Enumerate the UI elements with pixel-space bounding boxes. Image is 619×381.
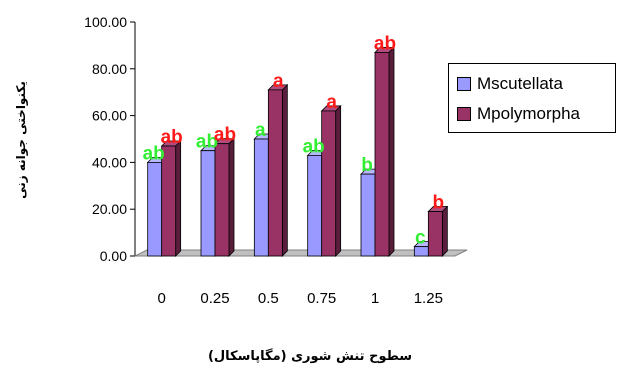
- bar-front-face: [307, 154, 323, 257]
- legend: Mscutellata Mpolymorpha: [448, 63, 616, 133]
- bar-front-face: [374, 52, 390, 257]
- bar-mpolymorpha-0.75: [320, 104, 342, 257]
- significance-label-mpolymorpha: ab: [374, 33, 396, 54]
- bar-front-face: [267, 89, 283, 257]
- bar-front-face: [161, 145, 177, 257]
- bar-side-face: [175, 140, 182, 257]
- bar-mpolymorpha-0: [160, 140, 182, 257]
- significance-label-mscutellata: a: [255, 120, 266, 141]
- x-tick-label: 0.75: [307, 290, 336, 307]
- bar-front-face: [360, 173, 376, 257]
- bar-side-face: [388, 46, 395, 257]
- y-tick-label: 80.00: [92, 61, 127, 77]
- bar-front-face: [200, 150, 216, 257]
- significance-label-mscutellata: ab: [143, 143, 165, 164]
- bar-front-face: [321, 110, 337, 257]
- bar-front-face: [147, 161, 163, 257]
- bar-front-face: [214, 143, 230, 257]
- x-tick-label: 0: [157, 290, 165, 307]
- y-tick-label: 100.00: [84, 14, 127, 30]
- significance-label-mscutellata: b: [361, 155, 373, 176]
- legend-item-mpolymorpha: Mpolymorpha: [457, 104, 580, 124]
- y-tick-label: 20.00: [92, 201, 127, 217]
- bar-mpolymorpha-0.5: [267, 83, 289, 257]
- significance-label-mpolymorpha: a: [326, 92, 337, 113]
- significance-label-mscutellata: c: [415, 228, 426, 249]
- x-tick-label: 1: [371, 290, 379, 307]
- bars: [146, 46, 449, 257]
- legend-swatch-mscutellata: [457, 77, 471, 91]
- bar-front-face: [253, 138, 269, 257]
- x-tick-label: 0.25: [200, 290, 229, 307]
- tick-labels: 0.00 20.00 40.00 60.00 80.00 100.00 0 0.25 0.5 0.…: [84, 14, 443, 307]
- y-tick-label: 60.00: [92, 108, 127, 124]
- significance-label-mpolymorpha: ab: [214, 125, 236, 146]
- significance-label-mscutellata: ab: [303, 136, 325, 157]
- bar-side-face: [281, 83, 288, 257]
- x-axis-label: سطوح تنش شوری (مگاپاسکال): [207, 349, 413, 364]
- bar-side-face: [441, 205, 448, 257]
- y-tick-label: 0.00: [100, 248, 127, 264]
- y-axis-label: یکنواختی جوانه زنی: [14, 81, 28, 199]
- bar-mpolymorpha-1: [374, 46, 395, 257]
- x-tick-label: 1.25: [414, 290, 443, 307]
- significance-label-mpolymorpha: ab: [161, 127, 183, 148]
- significance-label-mpolymorpha: a: [273, 71, 284, 92]
- x-tick-label: 0.5: [258, 290, 279, 307]
- legend-label-mscutellata: Mscutellata: [477, 74, 563, 93]
- bar-front-face: [427, 211, 443, 257]
- y-tick-label: 40.00: [92, 154, 127, 170]
- significance-label-mpolymorpha: b: [433, 193, 445, 214]
- bar-mpolymorpha-0.25: [214, 137, 235, 257]
- bar-side-face: [335, 104, 342, 257]
- significance-label-mscutellata: ab: [196, 132, 218, 153]
- legend-item-mscutellata: Mscutellata: [457, 74, 563, 94]
- bar-mpolymorpha-1.25: [427, 205, 449, 257]
- legend-swatch-mpolymorpha: [457, 107, 471, 121]
- axes: [130, 21, 136, 257]
- bar-side-face: [228, 137, 235, 257]
- legend-label-mpolymorpha: Mpolymorpha: [477, 104, 580, 123]
